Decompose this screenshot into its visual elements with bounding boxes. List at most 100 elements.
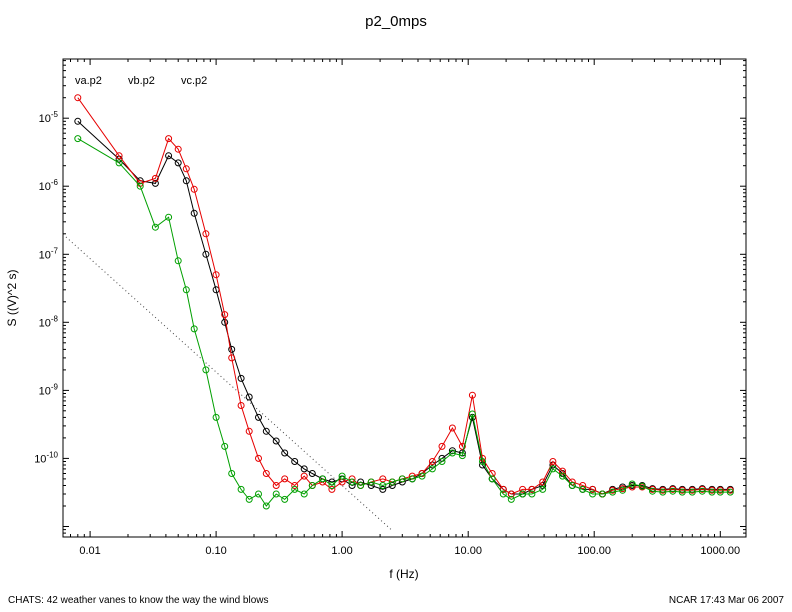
- series-line-vc.p2: [77, 138, 731, 507]
- series-marker-vc.p2: [688, 488, 696, 496]
- legend-item-va.p2: va.p2: [75, 75, 102, 87]
- series-marker-vc.p2: [190, 325, 198, 333]
- series-marker-vc.p2: [367, 478, 375, 486]
- series-marker-vc.p2: [281, 495, 289, 503]
- series-marker-vc.p2: [559, 472, 566, 480]
- series-marker-vc.p2: [136, 182, 144, 190]
- series-marker-vc.p2: [628, 480, 636, 488]
- series-marker-vc.p2: [174, 257, 182, 265]
- series-line-vb.p2: [77, 97, 731, 495]
- series-marker-va.p2: [174, 159, 182, 167]
- series-marker-vc.p2: [488, 475, 496, 483]
- series-marker-vb.p2: [74, 94, 82, 102]
- series-marker-va.p2: [237, 374, 245, 382]
- series-marker-va.p2: [262, 427, 270, 435]
- y-tick-label: 10-8: [39, 314, 59, 329]
- series-marker-vb.p2: [202, 230, 210, 238]
- series-marker-vc.p2: [300, 490, 308, 498]
- series-marker-vb.p2: [115, 152, 123, 160]
- series-marker-vc.p2: [659, 488, 667, 496]
- series-marker-vc.p2: [237, 485, 245, 493]
- series-marker-vb.p2: [549, 458, 557, 465]
- series-marker-vc.p2: [609, 488, 617, 496]
- series-marker-vb.p2: [589, 485, 597, 493]
- x-tick-label: 0.10: [205, 545, 226, 557]
- series-marker-vc.p2: [357, 482, 365, 489]
- series-marker-vb.p2: [579, 482, 587, 489]
- series-marker-vc.p2: [74, 135, 82, 143]
- series-marker-vc.p2: [549, 465, 557, 473]
- series-marker-vc.p2: [408, 475, 416, 483]
- series-marker-vc.p2: [479, 458, 486, 465]
- series-marker-vc.p2: [308, 482, 316, 489]
- series-marker-vb.p2: [237, 402, 245, 409]
- series-marker-vc.p2: [212, 413, 220, 421]
- series-marker-vb.p2: [328, 485, 336, 493]
- series-marker-vc.p2: [438, 458, 446, 465]
- series-marker-vb.p2: [428, 458, 436, 465]
- series-marker-vb.p2: [151, 174, 159, 182]
- series-marker-vc.p2: [726, 488, 734, 496]
- series-marker-vc.p2: [398, 475, 406, 483]
- series-marker-vc.p2: [568, 482, 576, 489]
- series-marker-vc.p2: [202, 366, 210, 374]
- series-marker-vc.p2: [262, 502, 270, 510]
- series-marker-vc.p2: [182, 286, 190, 294]
- series-marker-vc.p2: [319, 475, 327, 483]
- series-marker-va.p2: [221, 318, 229, 326]
- series-marker-vb.p2: [507, 490, 515, 498]
- y-tick-label: 10-7: [39, 246, 59, 261]
- series-marker-va.p2: [291, 458, 299, 465]
- series-marker-vb.p2: [228, 354, 236, 362]
- x-tick-label: 10.00: [454, 545, 482, 557]
- series-marker-va.p2: [272, 437, 280, 445]
- series-marker-vc.p2: [379, 482, 387, 489]
- series-marker-vc.p2: [428, 465, 436, 473]
- series-marker-vc.p2: [499, 490, 507, 498]
- series-marker-vc.p2: [255, 490, 262, 498]
- series-marker-vc.p2: [638, 482, 646, 490]
- series-marker-vb.p2: [190, 185, 198, 193]
- series-marker-vb.p2: [458, 442, 466, 450]
- y-tick-label: 10-6: [39, 178, 59, 193]
- series-marker-vb.p2: [262, 470, 270, 477]
- x-tick-label: 1000.00: [700, 545, 740, 557]
- series-marker-vc.p2: [291, 485, 299, 493]
- series-marker-vc.p2: [678, 488, 686, 496]
- plot-box: [62, 58, 747, 538]
- series-marker-vb.p2: [438, 442, 446, 450]
- series-marker-va.p2: [281, 449, 289, 457]
- series-marker-va.p2: [300, 465, 308, 473]
- series-marker-vc.p2: [151, 223, 159, 231]
- series-marker-vb.p2: [255, 454, 262, 462]
- series-marker-vb.p2: [559, 467, 566, 475]
- series-line-va.p2: [77, 120, 731, 495]
- chart-title: p2_0mps: [365, 13, 427, 30]
- series-marker-vc.p2: [388, 478, 396, 486]
- series-marker-va.p2: [202, 250, 210, 258]
- series-marker-vc.p2: [418, 472, 426, 480]
- series-marker-vc.p2: [598, 490, 606, 498]
- series-marker-vb.p2: [539, 478, 547, 486]
- series-marker-vc.p2: [115, 159, 123, 167]
- series-marker-vc.p2: [589, 490, 597, 498]
- series-marker-vc.p2: [165, 213, 173, 221]
- y-tick-label: 10-10: [34, 450, 58, 465]
- series-marker-vc.p2: [528, 490, 536, 498]
- series-marker-vc.p2: [221, 442, 229, 450]
- y-tick-label: 10-9: [39, 382, 59, 397]
- series-marker-vc.p2: [539, 485, 547, 493]
- series-marker-vb.p2: [291, 482, 299, 489]
- series-marker-vb.p2: [468, 391, 476, 399]
- series-marker-vb.p2: [245, 427, 253, 435]
- series-marker-vc.p2: [272, 490, 280, 498]
- series-marker-vc.p2: [245, 495, 253, 503]
- series-marker-vb.p2: [528, 485, 536, 493]
- series-marker-vb.p2: [272, 482, 280, 489]
- series-marker-va.p2: [228, 345, 236, 353]
- series-marker-vc.p2: [458, 452, 466, 460]
- series-marker-vc.p2: [619, 486, 627, 494]
- x-tick-label: 1.00: [331, 545, 352, 557]
- y-axis-label: S ((V)^2 s): [5, 270, 19, 327]
- series-marker-vb.p2: [519, 485, 527, 493]
